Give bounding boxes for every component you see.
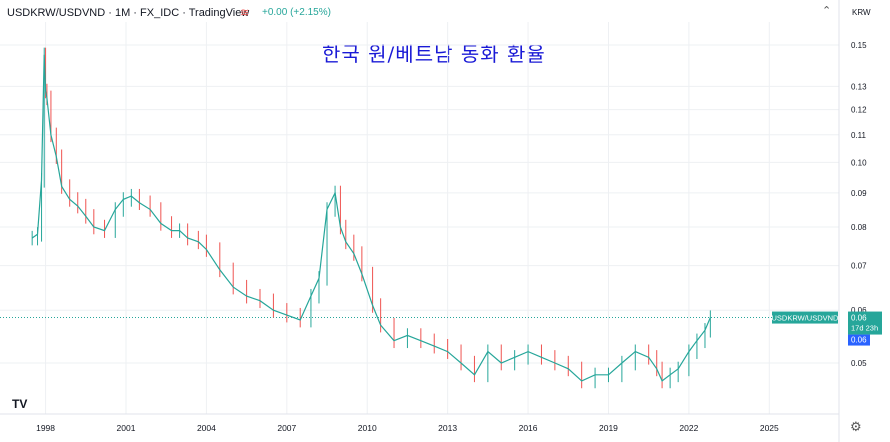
y-tick-label: 0.06 xyxy=(851,306,867,315)
price-badge-value: 0.06 xyxy=(851,314,867,323)
price-badge-secondary: 0.06 xyxy=(851,336,867,345)
y-tick-label: 0.13 xyxy=(851,82,867,91)
x-tick-label: 2022 xyxy=(679,423,698,433)
y-tick-label: 0.05 xyxy=(851,359,867,368)
chevron-up-icon[interactable]: ⌃ xyxy=(822,4,832,17)
x-tick-layer: 1998 2001 2004 2007 2010 2013 2016 2019 2022 2025 xyxy=(36,423,779,433)
price-badge-countdown: 17d 23h xyxy=(851,324,878,333)
x-tick-label: 2010 xyxy=(358,423,377,433)
symbol-header[interactable]: USDKRW/USDVND · 1M · FX_IDC · TradingVie… xyxy=(7,7,250,19)
y-tick-layer: 0.15 0.13 0.12 0.11 0.10 0.09 0.08 0.07 0.06 0.05 xyxy=(851,41,867,368)
y-tick-label: 0.10 xyxy=(851,158,867,167)
y-tick-label: 0.15 xyxy=(851,41,867,50)
x-tick-label: 2016 xyxy=(519,423,538,433)
y-tick-label: 0.11 xyxy=(851,131,867,140)
tradingview-logo-icon[interactable]: TV xyxy=(12,397,28,411)
price-badge-secondary-bg xyxy=(848,334,870,346)
symbol-badge-label: USDKRW/USDVND xyxy=(772,314,840,323)
series-line xyxy=(31,54,711,382)
gear-icon[interactable]: ⚙ xyxy=(850,420,862,435)
x-tick-label: 2019 xyxy=(599,423,618,433)
x-tick-label: 2013 xyxy=(438,423,457,433)
wave-icon: ≋ xyxy=(240,6,250,19)
currency-label: KRW xyxy=(852,8,871,17)
change-readout: +0.00 (+2.15%) xyxy=(262,7,331,18)
overlay-title: 한국 원/베트남 동화 환율 xyxy=(322,42,546,66)
y-tick-label: 0.09 xyxy=(851,189,867,198)
y-tick-label: 0.08 xyxy=(851,223,867,232)
symbol-badge-bg xyxy=(772,311,838,324)
price-badge: USDKRW/USDVND 0.06 17d 23h 0.06 xyxy=(772,311,882,346)
y-tick-label: 0.12 xyxy=(851,106,867,115)
x-tick-label: 1998 xyxy=(36,423,55,433)
x-tick-label: 2004 xyxy=(197,423,216,433)
x-tick-label: 2025 xyxy=(760,423,779,433)
x-tick-label: 2007 xyxy=(277,423,296,433)
grid-layer xyxy=(0,22,839,414)
x-tick-label: 2001 xyxy=(117,423,136,433)
y-tick-label: 0.07 xyxy=(851,262,867,271)
price-badge-bg xyxy=(848,311,882,335)
